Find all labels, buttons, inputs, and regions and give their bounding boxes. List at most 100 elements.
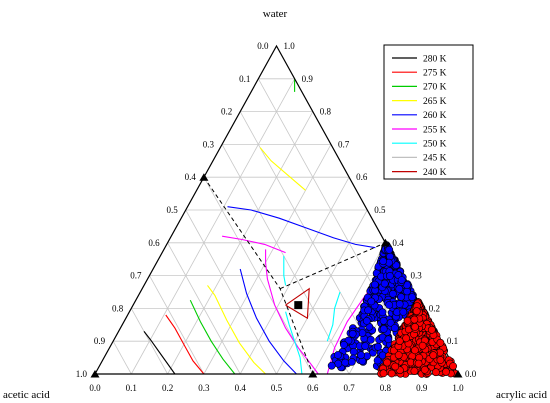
scatter-point-blue <box>358 329 367 337</box>
tick-label-right: 0.9 <box>302 74 314 84</box>
grid-line-acetic <box>167 242 241 375</box>
grid-line-acetic <box>130 308 168 375</box>
tick-label-bottom: 0.9 <box>416 383 428 393</box>
isotherm-250-k <box>326 291 341 342</box>
scatter-point-blue <box>379 325 388 333</box>
scatter-point-red <box>411 322 419 331</box>
scatter-points <box>327 241 459 378</box>
grid-line-acrylic <box>312 242 386 375</box>
scatter-point-blue <box>385 271 394 280</box>
scatter-point-red <box>420 365 429 374</box>
scatter-point-blue <box>385 301 394 309</box>
isotherm-280-k <box>143 331 176 375</box>
tick-label-left: 0.4 <box>185 172 197 182</box>
scatter-point-red <box>383 358 391 367</box>
tick-label-right: 0.3 <box>411 271 423 281</box>
isotherm-265-k <box>259 147 306 191</box>
triangle-marker <box>308 370 318 378</box>
legend-label: 240 K <box>423 168 447 178</box>
isotherm-255-k <box>265 249 319 375</box>
tick-label-right: 0.7 <box>338 139 350 149</box>
grid-line-acetic <box>149 275 205 375</box>
scatter-point-red <box>436 338 445 347</box>
tick-label-left: 0.8 <box>112 303 124 313</box>
scatter-point-blue <box>380 279 389 288</box>
grid-line-acetic <box>221 144 350 375</box>
triangle-marker <box>453 370 463 378</box>
square-marker <box>294 301 303 310</box>
isotherm-260-k <box>239 268 297 375</box>
triangle-frame <box>93 44 460 375</box>
scatter-point-blue <box>408 293 416 301</box>
grid-line-acetic <box>185 209 277 375</box>
scatter-point-blue <box>362 316 371 325</box>
isotherm-270-k <box>189 299 236 375</box>
scatter-point-blue <box>361 342 370 350</box>
scatter-point-red <box>436 356 445 364</box>
isotherm-260-k <box>227 206 376 249</box>
isotherm-250-k <box>285 311 303 375</box>
legend-box <box>383 44 474 180</box>
tick-label-right: 1.0 <box>284 41 296 51</box>
isotherm-265-k <box>207 285 266 375</box>
isotherm-240-k <box>285 287 310 320</box>
vertex-label-acrylic-acid: acrylic acid <box>496 389 547 401</box>
scatter-point-blue <box>378 308 387 317</box>
scatter-point-red <box>410 367 419 375</box>
scatter-point-red <box>394 351 403 359</box>
tick-label-bottom: 0.3 <box>198 383 210 393</box>
scatter-point-blue <box>388 289 397 298</box>
scatter-point-red <box>410 315 419 324</box>
tick-label-bottom: 0.1 <box>126 383 137 393</box>
grid-line-acetic <box>112 341 132 375</box>
scatter-point-blue <box>397 276 406 284</box>
grid-line-acrylic <box>276 209 368 375</box>
scatter-point-red <box>431 368 440 377</box>
tick-label-bottom: 0.0 <box>89 383 101 393</box>
scatter-point-blue <box>364 306 372 315</box>
tick-label-right: 0.2 <box>429 303 440 313</box>
scatter-point-blue <box>366 335 375 344</box>
legend-label: 275 K <box>423 69 447 79</box>
scatter-point-red <box>429 351 438 360</box>
legend-label: 265 K <box>423 97 447 107</box>
legend-label: 270 K <box>423 83 447 93</box>
tick-label-bottom: 0.4 <box>235 383 247 393</box>
isotherm-250-k <box>283 255 287 286</box>
tick-label-left: 0.1 <box>239 74 250 84</box>
scatter-point-blue <box>386 318 395 327</box>
scatter-point-blue <box>384 335 393 344</box>
isotherm-275-k <box>165 314 205 375</box>
grid-line-acrylic <box>203 144 332 375</box>
scatter-point-blue <box>379 316 388 325</box>
scatter-point-blue <box>341 358 350 367</box>
tick-label-bottom: 0.7 <box>343 383 355 393</box>
scatter-point-blue <box>348 329 357 338</box>
triangle-marker <box>90 370 100 378</box>
scatter-point-blue <box>373 356 382 365</box>
tick-label-left: 0.9 <box>94 336 106 346</box>
legend: 280 K 275 K 270 K 265 K 260 K 255 K 250 K 245 K… <box>383 44 474 180</box>
tick-label-right: 0.0 <box>465 369 477 379</box>
scatter-point-red <box>403 316 412 325</box>
tick-label-left: 0.0 <box>257 41 269 51</box>
scatter-point-red <box>391 362 400 371</box>
scatter-point-red <box>395 337 404 345</box>
scatter-point-blue <box>397 292 405 301</box>
triangle-marker <box>380 238 390 247</box>
tick-label-left: 0.5 <box>167 205 179 215</box>
tick-label-right: 0.1 <box>447 336 458 346</box>
scatter-point-red <box>418 341 427 350</box>
scatter-point-red <box>427 325 436 334</box>
tick-label-left: 1.0 <box>76 369 88 379</box>
scatter-point-blue <box>367 297 376 306</box>
scatter-point-blue <box>395 284 404 293</box>
scatter-point-blue <box>347 357 356 366</box>
tick-label-right: 0.5 <box>374 205 386 215</box>
scatter-point-red <box>379 369 388 378</box>
tick-label-bottom: 0.6 <box>307 383 319 393</box>
scatter-point-blue <box>399 307 408 316</box>
scatter-point-blue <box>390 324 399 332</box>
scatter-point-blue <box>379 257 388 266</box>
